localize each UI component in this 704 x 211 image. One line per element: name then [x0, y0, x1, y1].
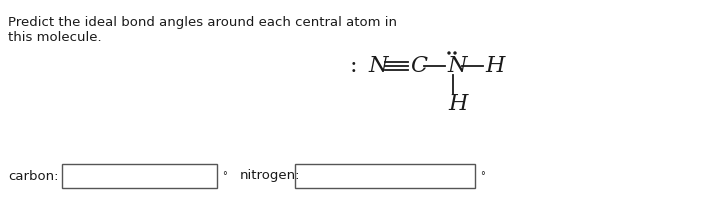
- Text: nitrogen:: nitrogen:: [240, 169, 301, 183]
- Text: carbon:: carbon:: [8, 169, 58, 183]
- Text: Predict the ideal bond angles around each central atom in: Predict the ideal bond angles around eac…: [8, 16, 397, 29]
- FancyBboxPatch shape: [295, 164, 475, 188]
- Text: °: °: [222, 171, 227, 181]
- Text: :: :: [350, 55, 365, 77]
- Text: this molecule.: this molecule.: [8, 31, 101, 44]
- FancyBboxPatch shape: [62, 164, 217, 188]
- Text: C: C: [410, 55, 427, 77]
- Circle shape: [454, 52, 456, 54]
- Text: N: N: [368, 55, 387, 77]
- Text: H: H: [448, 93, 467, 115]
- Text: N: N: [447, 55, 467, 77]
- Text: H: H: [485, 55, 504, 77]
- Text: °: °: [480, 171, 485, 181]
- Circle shape: [448, 52, 450, 54]
